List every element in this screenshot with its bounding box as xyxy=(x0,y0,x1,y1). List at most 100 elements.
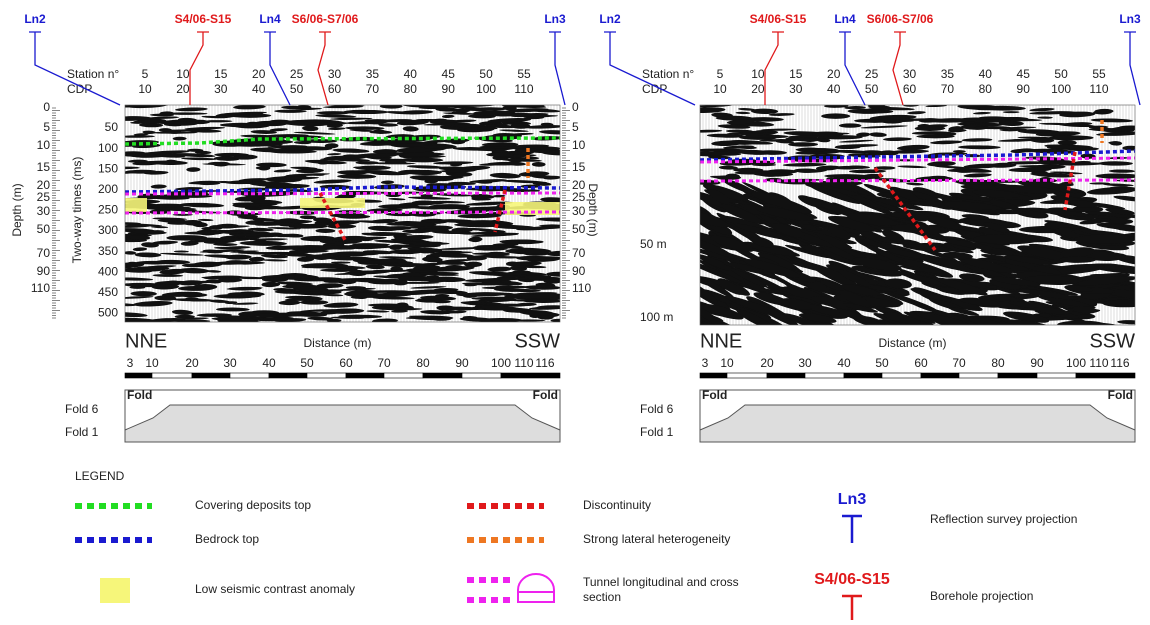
reflector xyxy=(220,230,243,234)
reflector xyxy=(798,313,837,323)
scale-segment xyxy=(881,372,922,379)
reflector xyxy=(128,235,151,241)
reflector xyxy=(215,307,250,312)
reflector xyxy=(1102,299,1135,308)
reflector xyxy=(451,310,467,314)
reflector xyxy=(1029,111,1076,115)
fold-tag: Fold xyxy=(702,388,727,402)
reflector xyxy=(125,171,143,174)
reflector xyxy=(706,133,746,138)
reflector xyxy=(828,226,851,240)
depth-tick-label: 0 xyxy=(43,100,50,114)
reflector xyxy=(410,286,447,289)
reflector xyxy=(278,300,301,306)
reflector xyxy=(995,263,1029,271)
reflector xyxy=(180,241,199,246)
borehole-symbol xyxy=(317,31,331,106)
reflector xyxy=(990,276,1041,287)
reflector xyxy=(1004,128,1027,132)
survey-line-symbol xyxy=(604,31,696,106)
reflector xyxy=(359,139,400,143)
reflector xyxy=(415,118,464,123)
depth-mark: 100 m xyxy=(640,310,673,324)
reflector xyxy=(240,134,277,138)
fold-label: Fold 6 xyxy=(640,402,674,416)
reflector xyxy=(373,281,396,284)
section-frame xyxy=(699,104,1136,326)
reflector xyxy=(330,158,371,162)
reflector xyxy=(750,108,779,115)
reflector xyxy=(495,285,521,289)
reflector xyxy=(386,222,417,226)
reflector xyxy=(276,281,314,286)
reflector xyxy=(322,294,344,297)
depth-tick-label: 0 xyxy=(572,100,579,114)
reflector xyxy=(838,123,862,128)
scale-segment xyxy=(766,372,806,379)
reflector xyxy=(505,261,518,266)
reflector xyxy=(1060,247,1096,258)
twt-tick-label: 50 xyxy=(105,120,119,134)
reflector xyxy=(539,130,560,135)
reflector xyxy=(977,209,1028,215)
station-number: 25 xyxy=(290,67,304,81)
reflector xyxy=(305,265,340,269)
reflector xyxy=(948,126,964,132)
cdp-number: 90 xyxy=(442,82,456,96)
reflector xyxy=(492,123,509,126)
reflector xyxy=(1002,111,1020,114)
reflector xyxy=(374,239,416,244)
reflector xyxy=(273,169,292,173)
twt-tick-label: 250 xyxy=(98,203,118,217)
scale-segment xyxy=(1036,372,1077,379)
reflector xyxy=(756,130,777,133)
reflector xyxy=(454,223,493,228)
legend-symbol xyxy=(842,594,862,620)
reflector xyxy=(531,175,560,179)
reflector xyxy=(485,297,501,301)
station-number: 50 xyxy=(479,67,493,81)
reflector xyxy=(345,126,385,130)
reflector xyxy=(225,111,268,115)
distance-tick-label: 100 xyxy=(491,356,511,370)
reflector xyxy=(1111,126,1135,131)
reflector xyxy=(980,247,1016,256)
reflector xyxy=(391,309,408,313)
reflector xyxy=(217,277,243,283)
reflector xyxy=(948,306,980,316)
reflector xyxy=(500,179,548,184)
reflector xyxy=(805,148,831,152)
reflector xyxy=(1074,234,1135,244)
legend-label: Reflection survey projection xyxy=(930,512,1077,526)
reflector xyxy=(237,217,276,221)
reflector xyxy=(1072,305,1097,314)
reflector xyxy=(473,247,508,251)
reflector xyxy=(751,191,812,214)
reflector xyxy=(133,300,173,307)
distance-tick-label: 116 xyxy=(535,356,554,370)
reflector xyxy=(756,171,782,174)
reflector xyxy=(173,250,189,253)
reflector xyxy=(875,236,909,245)
twt-tick-label: 350 xyxy=(98,244,118,258)
reflector xyxy=(1008,300,1047,309)
reflector xyxy=(771,223,805,238)
reflector xyxy=(212,141,249,147)
reflector xyxy=(546,271,560,277)
reflector xyxy=(481,142,519,147)
reflector xyxy=(185,297,200,302)
reflector xyxy=(249,238,288,241)
reflector xyxy=(815,165,841,171)
reflector xyxy=(755,206,814,221)
survey-line-symbol xyxy=(264,31,291,106)
reflector xyxy=(307,316,334,321)
reflector xyxy=(407,196,452,200)
survey-line-symbol xyxy=(1124,31,1141,106)
reflector xyxy=(179,317,209,320)
reflector xyxy=(469,179,507,183)
depth-title: Depth (m) xyxy=(10,183,24,236)
reflector xyxy=(721,203,763,224)
reflector xyxy=(197,218,214,222)
reflector xyxy=(167,220,200,225)
